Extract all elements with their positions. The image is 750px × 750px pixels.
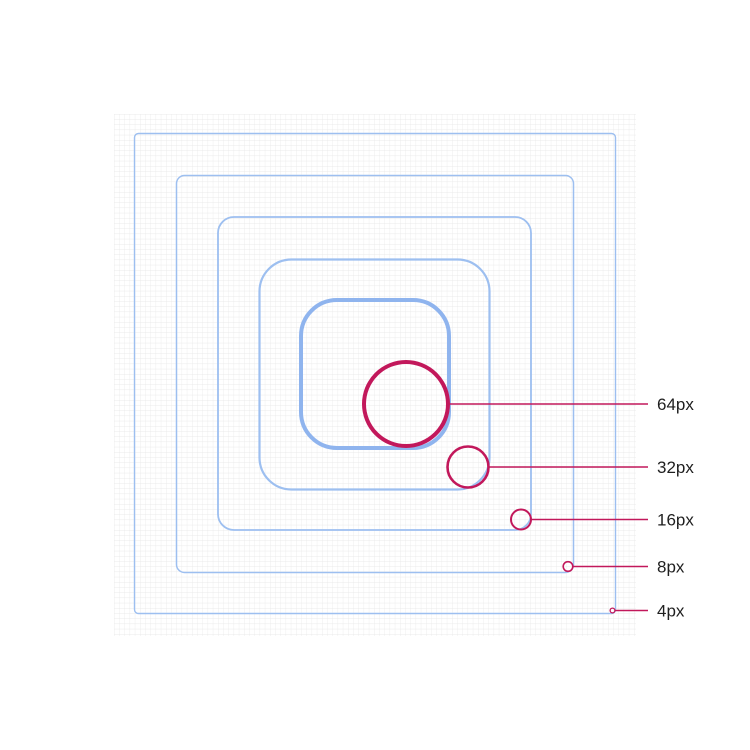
radius-circle-4 bbox=[609, 607, 616, 614]
square-radius-32 bbox=[258, 258, 491, 491]
square-radius-4 bbox=[133, 132, 617, 615]
radius-label-64: 64px bbox=[657, 395, 694, 414]
square-radius-64 bbox=[299, 298, 451, 450]
radius-label-32: 32px bbox=[657, 458, 694, 477]
radius-label-8: 8px bbox=[657, 558, 685, 577]
square-radius-16 bbox=[217, 216, 532, 531]
radius-label-16: 16px bbox=[657, 511, 694, 530]
radius-label-4: 4px bbox=[657, 602, 685, 621]
square-radius-8 bbox=[175, 174, 575, 574]
